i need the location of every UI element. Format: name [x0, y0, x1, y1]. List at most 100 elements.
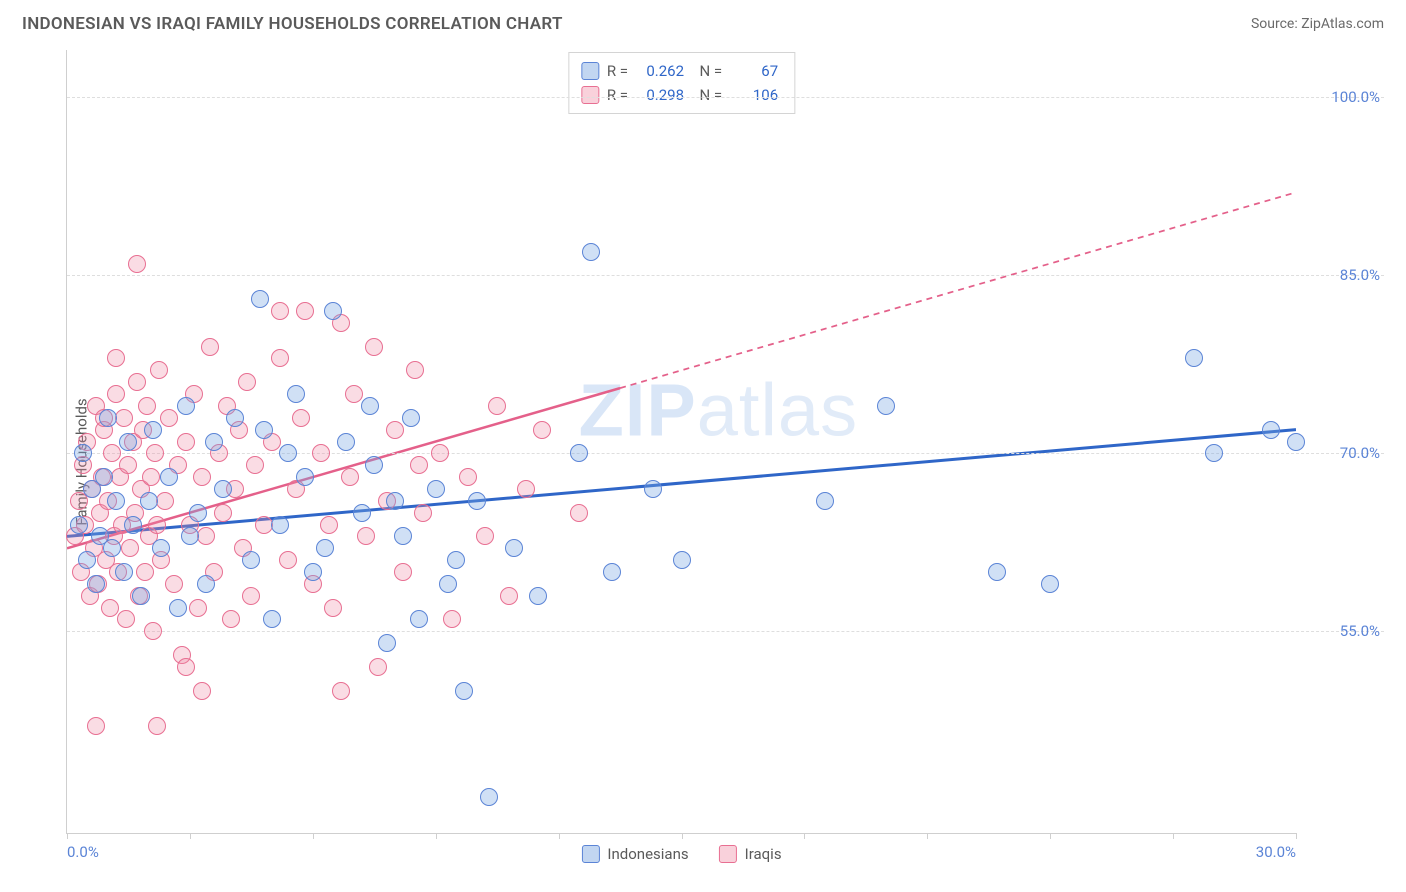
x-tick	[559, 833, 560, 839]
data-point	[394, 563, 412, 581]
data-point	[316, 539, 334, 557]
legend-item-iraqis: Iraqis	[719, 845, 782, 863]
data-point	[406, 361, 424, 379]
data-point	[181, 527, 199, 545]
data-point	[189, 599, 207, 617]
data-point	[603, 563, 621, 581]
data-point	[816, 492, 834, 510]
gridline	[67, 97, 1384, 98]
source-attribution: Source: ZipAtlas.com	[1251, 16, 1384, 32]
data-point	[103, 539, 121, 557]
data-point	[644, 480, 662, 498]
data-point	[177, 397, 195, 415]
data-point	[332, 682, 350, 700]
data-point	[242, 587, 260, 605]
x-tick	[682, 833, 683, 839]
x-tick-label: 0.0%	[67, 843, 99, 861]
data-point	[87, 717, 105, 735]
data-point	[361, 397, 379, 415]
data-point	[169, 599, 187, 617]
data-point	[386, 421, 404, 439]
watermark-light: atlas	[697, 369, 858, 452]
data-point	[255, 421, 273, 439]
gridline	[67, 453, 1384, 454]
stat-r-value-indonesians: 0.262	[636, 59, 684, 83]
data-point	[447, 551, 465, 569]
data-point	[132, 587, 150, 605]
data-point	[115, 409, 133, 427]
data-point	[1287, 433, 1305, 451]
x-tick	[313, 833, 314, 839]
data-point	[1185, 349, 1203, 367]
legend: Indonesians Iraqis	[581, 845, 781, 863]
x-tick	[67, 833, 68, 839]
swatch-blue-icon	[581, 845, 599, 863]
data-point	[296, 468, 314, 486]
data-point	[201, 338, 219, 356]
data-point	[378, 634, 396, 652]
stat-n-label: N =	[692, 83, 722, 107]
data-point	[263, 610, 281, 628]
data-point	[160, 468, 178, 486]
x-tick	[1050, 833, 1051, 839]
data-point	[142, 468, 160, 486]
x-tick	[1296, 833, 1297, 839]
data-point	[570, 444, 588, 462]
trend-lines-svg	[67, 50, 1296, 833]
data-point	[128, 373, 146, 391]
data-point	[99, 409, 117, 427]
chart-container: Family Households ZIPatlas R = 0.262 N =…	[22, 46, 1384, 878]
data-point	[148, 516, 166, 534]
data-point	[459, 468, 477, 486]
data-point	[410, 610, 428, 628]
data-point	[124, 516, 142, 534]
watermark: ZIPatlas	[579, 368, 858, 453]
data-point	[877, 397, 895, 415]
plot-area: ZIPatlas R = 0.262 N = 67 R = 0.298 N = …	[66, 50, 1296, 834]
data-point	[1262, 421, 1280, 439]
data-point	[144, 421, 162, 439]
data-point	[279, 551, 297, 569]
data-point	[205, 433, 223, 451]
gridline	[67, 631, 1384, 632]
data-point	[439, 575, 457, 593]
data-point	[255, 516, 273, 534]
data-point	[189, 504, 207, 522]
data-point	[117, 610, 135, 628]
data-point	[70, 516, 88, 534]
y-tick-label: 70.0%	[1340, 444, 1380, 462]
stat-n-value-iraqis: 106	[730, 83, 778, 107]
data-point	[242, 551, 260, 569]
data-point	[136, 563, 154, 581]
stat-n-label: N =	[692, 59, 722, 83]
data-point	[271, 302, 289, 320]
data-point	[414, 504, 432, 522]
data-point	[988, 563, 1006, 581]
data-point	[292, 409, 310, 427]
stat-row-iraqis: R = 0.298 N = 106	[581, 83, 778, 107]
data-point	[246, 456, 264, 474]
x-tick	[927, 833, 928, 839]
data-point	[193, 468, 211, 486]
data-point	[115, 563, 133, 581]
data-point	[214, 504, 232, 522]
data-point	[517, 480, 535, 498]
swatch-blue-icon	[581, 62, 599, 80]
data-point	[455, 682, 473, 700]
data-point	[119, 456, 137, 474]
data-point	[197, 575, 215, 593]
x-tick	[804, 833, 805, 839]
watermark-strong: ZIP	[579, 369, 697, 452]
data-point	[365, 338, 383, 356]
data-point	[582, 243, 600, 261]
data-point	[146, 444, 164, 462]
data-point	[500, 587, 518, 605]
data-point	[87, 575, 105, 593]
data-point	[468, 492, 486, 510]
data-point	[197, 527, 215, 545]
data-point	[119, 433, 137, 451]
data-point	[78, 551, 96, 569]
data-point	[222, 610, 240, 628]
data-point	[304, 563, 322, 581]
data-point	[95, 468, 113, 486]
